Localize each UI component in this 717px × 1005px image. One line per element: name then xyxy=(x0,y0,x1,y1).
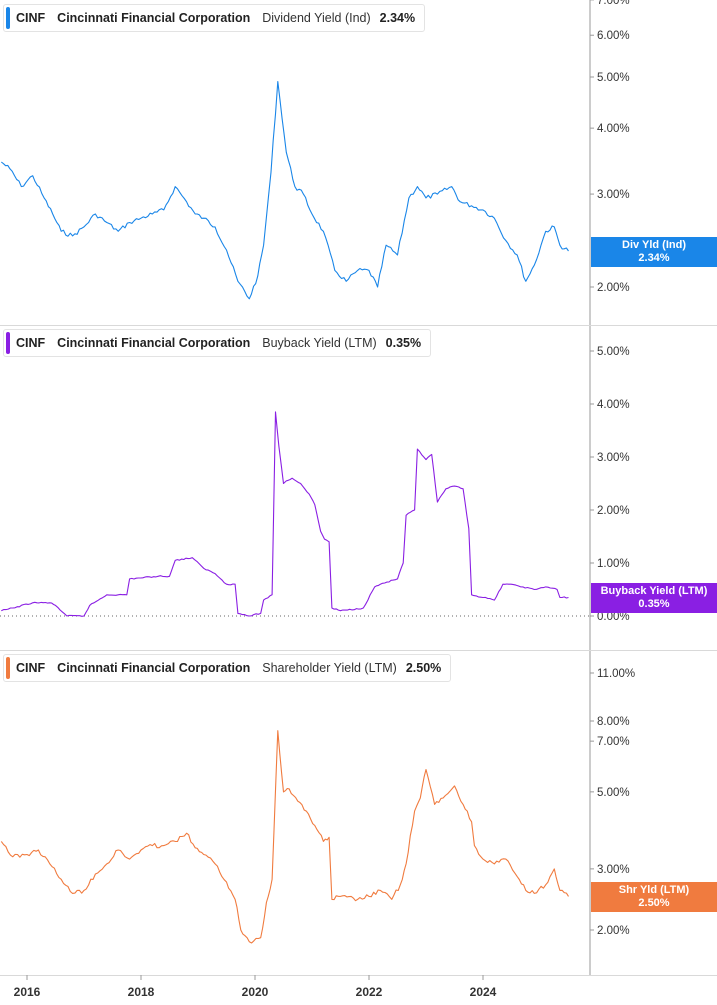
x-tick-label: 2020 xyxy=(242,985,269,999)
legend-value: 2.34% xyxy=(379,11,416,25)
y-tick-label: 11.00% xyxy=(597,668,635,680)
legend-ticker: CINF xyxy=(16,11,46,25)
legend-color-shareholder xyxy=(6,657,10,679)
last-value-tag-shareholder: Shr Yld (LTM) 2.50% xyxy=(591,882,717,913)
tag-value: 2.50% xyxy=(638,897,670,910)
tag-value: 0.35% xyxy=(638,598,670,611)
y-tick-label: 8.00% xyxy=(597,716,630,728)
panel-dividend: 2.00% 3.00% 4.00% 5.00% 6.00% 7.00% xyxy=(0,0,630,300)
y-tick-label: 1.00% xyxy=(597,558,630,570)
y-tick-label: 3.00% xyxy=(597,452,630,464)
last-value-tag-dividend: Div Yld (Ind) 2.34% xyxy=(591,237,717,268)
legend-metric: Dividend Yield (Ind) xyxy=(262,11,371,25)
tag-label: Div Yld (Ind) xyxy=(622,239,686,252)
panel-buyback: 0.00% 1.00% 2.00% 3.00% 4.00% 5.00% xyxy=(0,346,630,623)
x-tick-label: 2024 xyxy=(470,985,497,999)
tag-value: 2.34% xyxy=(638,252,670,265)
series-line-buyback xyxy=(1,411,569,617)
legend-metric: Buyback Yield (LTM) xyxy=(262,336,377,350)
tag-label: Buyback Yield (LTM) xyxy=(600,585,708,598)
x-tick-label: 2022 xyxy=(356,985,383,999)
last-value-tag-buyback: Buyback Yield (LTM) 0.35% xyxy=(591,583,717,614)
tag-label: Shr Yld (LTM) xyxy=(618,884,690,897)
y-tick-label: 2.00% xyxy=(597,925,630,937)
legend-ticker: CINF xyxy=(16,661,46,675)
y-tick-label: 3.00% xyxy=(597,189,630,201)
legend-ticker: CINF xyxy=(16,336,46,350)
legend-metric: Shareholder Yield (LTM) xyxy=(262,661,397,675)
y-tick-label: 6.00% xyxy=(597,30,630,42)
legend-value: 0.35% xyxy=(385,336,422,350)
x-tick-label: 2018 xyxy=(128,985,155,999)
y-tick-label: 3.00% xyxy=(597,864,630,876)
legend-company: Cincinnati Financial Corporation xyxy=(57,336,251,350)
y-tick-label: 2.00% xyxy=(597,282,630,294)
y-tick-label: 5.00% xyxy=(597,787,630,799)
legend-dividend: CINF Cincinnati Financial Corporation Di… xyxy=(3,4,426,32)
y-tick-label: 2.00% xyxy=(597,505,630,517)
panel-shareholder: 2.00% 3.00% 5.00% 7.00% 8.00% 11.00% xyxy=(0,668,635,944)
y-tick-label: 7.00% xyxy=(597,736,630,748)
y-tick-label: 4.00% xyxy=(597,123,630,135)
y-tick-label: 5.00% xyxy=(597,72,630,84)
y-tick-label: 7.00% xyxy=(597,0,630,7)
series-line-shareholder xyxy=(0,730,569,944)
y-tick-label: 0.00% xyxy=(597,611,630,623)
legend-buyback: CINF Cincinnati Financial Corporation Bu… xyxy=(3,329,432,357)
legend-value: 2.50% xyxy=(405,661,442,675)
x-tick-label: 2016 xyxy=(14,985,41,999)
legend-company: Cincinnati Financial Corporation xyxy=(57,11,251,25)
series-line-dividend xyxy=(0,81,569,300)
y-tick-label: 4.00% xyxy=(597,399,630,411)
legend-shareholder: CINF Cincinnati Financial Corporation Sh… xyxy=(3,654,452,682)
legend-company: Cincinnati Financial Corporation xyxy=(57,661,251,675)
legend-color-buyback xyxy=(6,332,10,354)
legend-color-dividend xyxy=(6,7,10,29)
y-tick-label: 5.00% xyxy=(597,346,630,358)
